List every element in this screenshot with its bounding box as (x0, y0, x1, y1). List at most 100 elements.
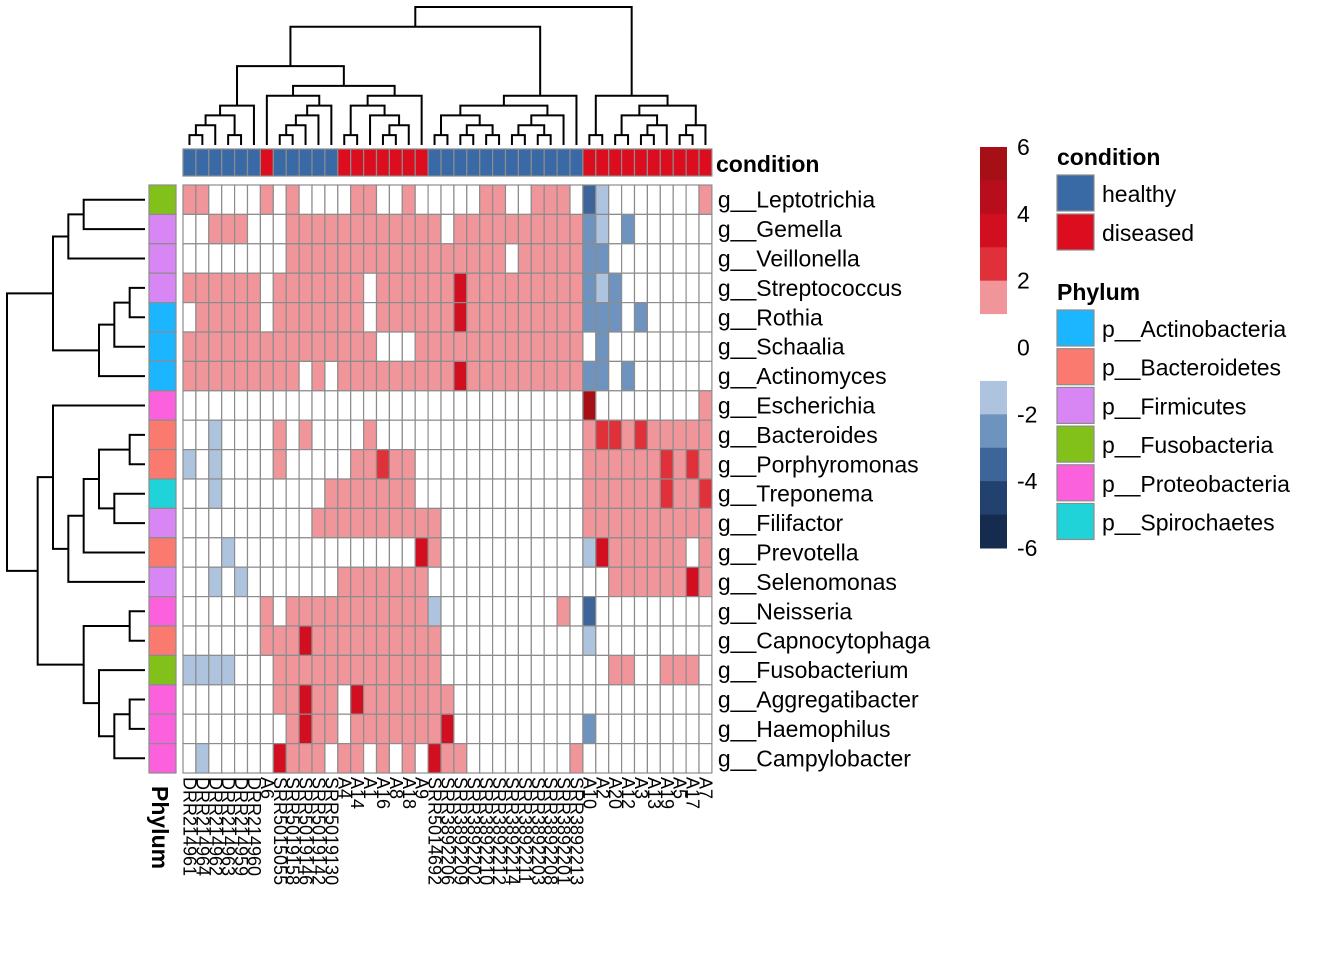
heatmap-cell (543, 742, 558, 774)
heatmap-cell (466, 213, 481, 245)
heatmap-cell (530, 272, 545, 304)
heatmap-cell (375, 625, 390, 656)
condition-cell (337, 148, 352, 177)
dendrogram-branch (82, 625, 130, 705)
heatmap-cell (298, 507, 313, 539)
heatmap-cell (375, 713, 390, 745)
heatmap-cell (556, 331, 571, 362)
heatmap-cell (453, 243, 468, 274)
heatmap-cell (492, 331, 507, 362)
heatmap-cell (285, 390, 300, 421)
heatmap-cell (466, 331, 481, 362)
heatmap-cell (556, 537, 571, 568)
heatmap-cell (672, 449, 687, 480)
phylum-cell (148, 537, 177, 568)
heatmap-cell (234, 478, 249, 509)
heatmap-cell (543, 507, 558, 539)
row-label: g__Treponema (718, 481, 873, 507)
heatmap-cell (698, 713, 713, 745)
heatmap-cell (479, 625, 494, 656)
heatmap-cell (672, 537, 687, 568)
heatmap-cell (195, 478, 210, 509)
heatmap-cell (672, 360, 687, 392)
heatmap-cell (543, 331, 558, 362)
dendrogram-branch (465, 124, 494, 136)
phylum-legend-swatch (1056, 309, 1095, 347)
heatmap-cell (556, 478, 571, 509)
heatmap-cell (530, 507, 545, 539)
phylum-cell (148, 272, 177, 304)
heatmap-cell (608, 360, 623, 392)
heatmap-cell (608, 213, 623, 245)
dendrogram-branch (265, 94, 321, 145)
row-dendrogram (6, 198, 145, 760)
color-scale-bin (980, 213, 1007, 248)
dendrogram-branch (82, 478, 145, 554)
heatmap-cell (440, 360, 455, 392)
heatmap-cell (569, 595, 584, 627)
phylum-cell (148, 331, 177, 362)
heatmap-cell (646, 302, 661, 333)
heatmap-cell (569, 272, 584, 304)
heatmap-cell (363, 213, 378, 245)
heatmap-cell (492, 390, 507, 421)
heatmap-cell (659, 478, 674, 509)
heatmap-cell (272, 625, 287, 656)
heatmap-cell (556, 419, 571, 451)
column-label: A10 (579, 777, 599, 809)
heatmap-cell (530, 331, 545, 362)
heatmap-cell (285, 537, 300, 568)
heatmap-cell (401, 184, 416, 215)
heatmap-cell (595, 243, 610, 274)
heatmap-cell (633, 449, 648, 480)
heatmap-cell (401, 566, 416, 598)
heatmap-cell (234, 537, 249, 568)
heatmap-cell (608, 302, 623, 333)
heatmap-cell (659, 272, 674, 304)
heatmap-cell (569, 390, 584, 421)
column-label: A18 (399, 777, 419, 809)
heatmap-cell (517, 507, 532, 539)
row-label: g__Bacteroides (718, 422, 878, 448)
dendrogram-branch (278, 134, 294, 145)
heatmap-cell (453, 595, 468, 627)
condition-cell (440, 148, 455, 177)
heatmap-cell (324, 449, 339, 480)
heatmap-cell (246, 478, 261, 509)
heatmap-cell (530, 360, 545, 392)
condition-legend-label: healthy (1102, 181, 1177, 207)
heatmap-cell (543, 713, 558, 745)
heatmap-cell (569, 507, 584, 539)
heatmap-cell (246, 419, 261, 451)
phylum-legend-swatch (1056, 386, 1095, 424)
heatmap-cell (466, 478, 481, 509)
heatmap-cell (221, 419, 236, 451)
heatmap-cell (208, 684, 223, 715)
column-label: A6 (257, 777, 277, 799)
heatmap-cell (569, 213, 584, 245)
dendrogram-branch (530, 114, 565, 145)
heatmap-cell (221, 537, 236, 568)
heatmap-cell (659, 331, 674, 362)
heatmap-cell (427, 184, 442, 215)
condition-cell (414, 148, 429, 177)
heatmap-cell (363, 654, 378, 686)
heatmap-cell (620, 272, 636, 304)
column-label: SRR3892214 (502, 777, 522, 885)
heatmap-cell (195, 243, 210, 274)
heatmap-cell (504, 390, 519, 421)
heatmap-cell (414, 302, 429, 333)
dendrogram-branch (343, 134, 359, 145)
heatmap-cell (350, 742, 365, 774)
heatmap-cell (672, 419, 687, 451)
heatmap-cell (608, 184, 623, 215)
dendrogram-branch (194, 124, 217, 145)
heatmap-cell (388, 507, 403, 539)
heatmap-cell (182, 331, 197, 362)
column-label: SRR5019146 (296, 777, 316, 885)
heatmap-cell (298, 595, 313, 627)
phylum-cell (148, 184, 177, 215)
heatmap-cell (672, 625, 687, 656)
heatmap-cell (427, 478, 442, 509)
heatmap-cell (208, 331, 223, 362)
